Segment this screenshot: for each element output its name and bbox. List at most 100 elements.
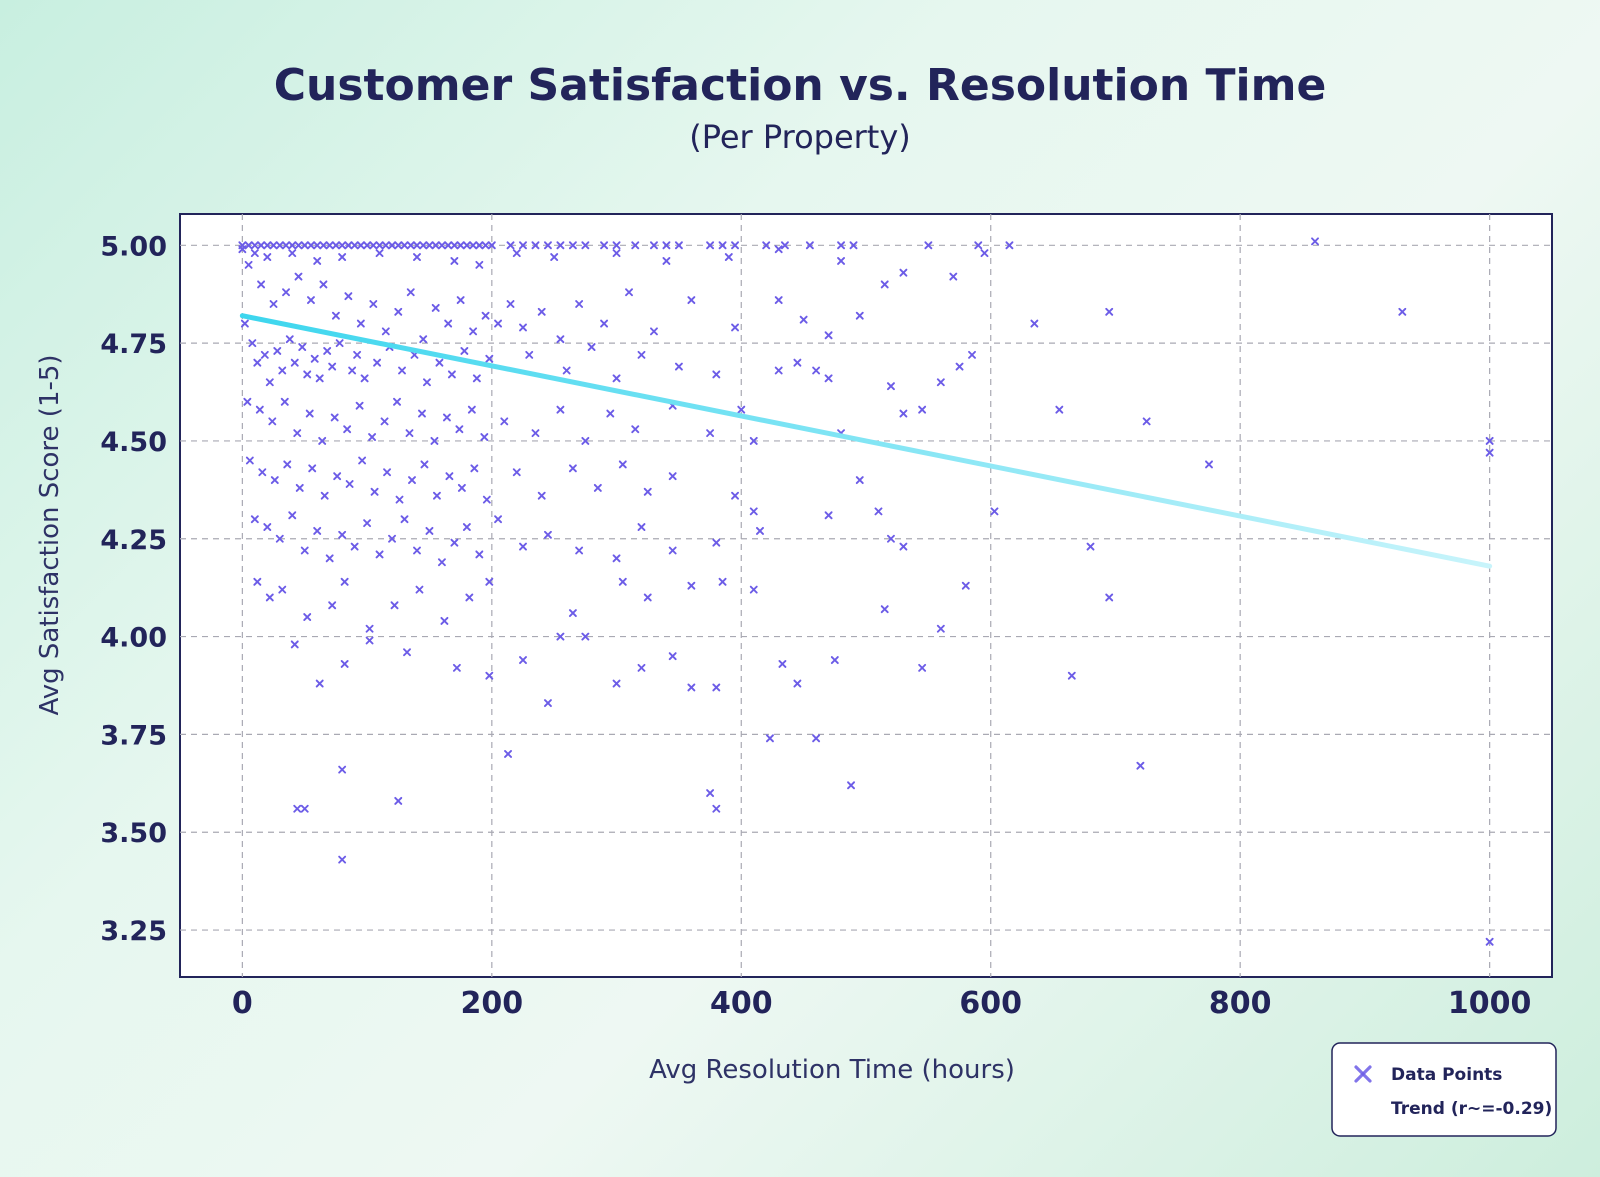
- legend: Data Points Trend (r~=-0.29): [1331, 1042, 1557, 1137]
- data-point: [706, 789, 715, 798]
- data-point: [612, 554, 621, 563]
- data-point: [668, 472, 677, 481]
- data-point: [400, 515, 409, 524]
- data-point: [338, 253, 347, 261]
- data-point: [450, 538, 459, 547]
- x-tick-label: 1000: [1448, 986, 1532, 1021]
- data-point: [480, 433, 489, 441]
- data-point: [413, 253, 421, 261]
- data-point: [778, 660, 787, 668]
- data-point: [290, 640, 299, 649]
- data-point: [706, 241, 715, 250]
- data-point: [437, 241, 446, 250]
- data-point: [313, 257, 322, 265]
- data-point: [323, 346, 332, 355]
- data-point: [575, 300, 584, 308]
- legend-label-trend: Trend (r~=-0.29): [1391, 1099, 1552, 1119]
- data-point: [444, 241, 453, 250]
- data-point: [370, 487, 379, 496]
- data-point: [319, 280, 328, 289]
- data-point: [799, 315, 808, 324]
- data-point: [556, 335, 565, 344]
- data-point: [731, 323, 739, 332]
- data-point: [405, 429, 414, 438]
- data-point: [472, 374, 481, 383]
- data-point: [1105, 593, 1114, 602]
- data-point: [278, 585, 287, 594]
- data-point: [395, 495, 404, 504]
- data-point: [313, 241, 322, 250]
- data-point: [494, 515, 503, 524]
- data-point: [315, 679, 324, 688]
- data-point: [340, 660, 349, 668]
- data-point: [369, 300, 378, 308]
- data-point: [687, 683, 696, 692]
- data-point: [368, 433, 377, 441]
- x-tick-label: 0: [232, 986, 253, 1021]
- data-point: [338, 530, 347, 539]
- data-point: [612, 374, 621, 383]
- data-point: [244, 241, 253, 250]
- data-point: [465, 593, 474, 602]
- data-point: [423, 378, 431, 387]
- data-point: [293, 804, 302, 813]
- data-point: [275, 241, 284, 250]
- data-point: [475, 241, 484, 250]
- data-point: [431, 303, 440, 312]
- data-point: [737, 405, 746, 414]
- data-point: [330, 413, 339, 422]
- data-point: [625, 288, 633, 297]
- data-point: [674, 241, 683, 250]
- data-point: [303, 613, 312, 621]
- data-point: [600, 241, 609, 250]
- data-point: [408, 476, 416, 485]
- data-point: [250, 241, 259, 250]
- data-point: [899, 542, 908, 551]
- data-point: [774, 296, 783, 305]
- data-point: [980, 249, 989, 258]
- data-point: [343, 425, 352, 434]
- data-point: [543, 530, 552, 539]
- data-point: [1485, 937, 1494, 946]
- data-point: [612, 679, 621, 688]
- data-point: [662, 257, 671, 265]
- data-point: [643, 487, 652, 496]
- data-point: [1086, 542, 1095, 551]
- data-point: [365, 636, 374, 645]
- y-tick-label: 4.25: [100, 525, 167, 556]
- data-point: [344, 241, 353, 250]
- data-point: [445, 472, 454, 481]
- data-point: [269, 300, 278, 308]
- data-point: [1005, 241, 1014, 250]
- data-point: [612, 249, 621, 258]
- data-point: [369, 241, 378, 250]
- data-point: [1205, 460, 1213, 469]
- x-tick-label: 400: [710, 986, 773, 1021]
- data-point: [375, 249, 384, 258]
- data-point: [431, 241, 440, 250]
- data-point: [899, 268, 908, 277]
- data-point: [394, 796, 403, 805]
- data-point: [512, 468, 521, 477]
- data-point: [432, 491, 441, 500]
- data-point: [273, 346, 282, 355]
- data-point: [562, 366, 571, 375]
- data-point: [485, 577, 494, 586]
- data-point: [283, 460, 292, 469]
- data-point: [668, 546, 677, 555]
- data-point: [260, 350, 269, 359]
- data-point: [456, 241, 465, 250]
- data-point: [275, 534, 284, 543]
- data-point: [353, 350, 362, 359]
- data-point: [612, 241, 621, 250]
- data-point: [924, 241, 933, 250]
- data-point: [581, 632, 590, 641]
- data-point: [358, 456, 367, 465]
- data-point: [886, 534, 895, 543]
- data-point: [718, 577, 727, 586]
- data-point: [618, 460, 627, 469]
- data-point: [512, 249, 521, 258]
- data-point: [270, 476, 279, 485]
- data-point: [687, 581, 696, 590]
- data-point: [360, 374, 369, 383]
